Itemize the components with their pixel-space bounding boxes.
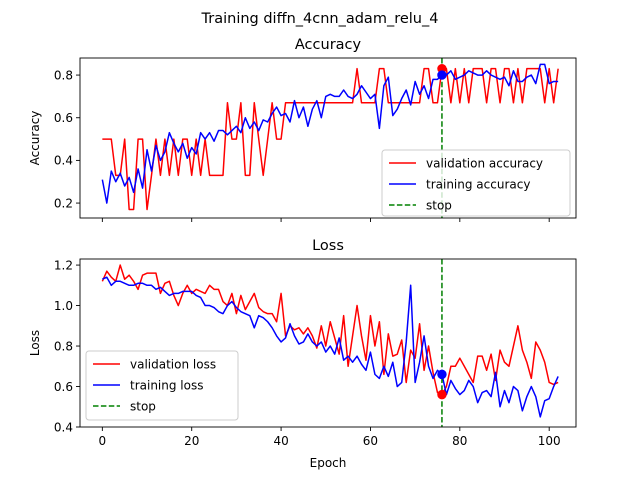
- legend: validation loss training loss stop: [85, 350, 239, 421]
- legend-entry-training-accuracy: training accuracy: [426, 177, 530, 191]
- accuracy-panel: Accuracy 0.2 0.4 0.6 0.8 Accuracy validation a…: [28, 37, 577, 222]
- y-tick-label: 0.6: [54, 111, 73, 125]
- plot-area: [101, 259, 559, 427]
- y-tick-label: 1.2: [54, 258, 73, 272]
- series-line-training-loss: [102, 276, 559, 418]
- legend-entry-training-loss: training loss: [130, 378, 203, 392]
- y-axis-label: Accuracy: [28, 111, 42, 166]
- legend-entry-stop: stop: [130, 399, 156, 413]
- x-tick-label: 100: [538, 434, 561, 448]
- stop-marker-training-loss: [437, 369, 447, 380]
- panel-title: Accuracy: [295, 37, 362, 53]
- y-axis-label: Loss: [28, 330, 42, 356]
- series-line-validation-loss: [101, 264, 559, 396]
- y-tick-label: 0.8: [54, 68, 73, 82]
- legend: validation accuracy training accuracy stop: [381, 149, 571, 217]
- stop-marker-validation-loss: [437, 389, 447, 400]
- plot-area: [101, 58, 559, 218]
- plot-frame: [79, 258, 577, 428]
- plot-frame: [79, 57, 577, 219]
- series-line-validation-accuracy: [102, 67, 559, 211]
- y-tick-label: 0.6: [54, 380, 73, 394]
- loss-panel: Loss 0 20 40 60 80 100 0.4 0.6 0.8 1.0 1.2 Loss Epoch…: [28, 238, 577, 470]
- legend-entry-stop: stop: [426, 198, 452, 212]
- y-tick-label: 0.4: [54, 154, 73, 168]
- y-tick-label: 0.8: [54, 339, 73, 353]
- y-tick-label: 0.2: [54, 196, 73, 210]
- legend-box: [85, 350, 239, 421]
- x-tick-label: 20: [184, 434, 199, 448]
- legend-entry-validation-accuracy: validation accuracy: [426, 156, 543, 170]
- x-tick-label: 40: [273, 434, 288, 448]
- stop-marker-training-accuracy: [437, 70, 447, 80]
- panel-title: Loss: [312, 238, 344, 254]
- legend-box: [381, 149, 571, 217]
- series-line-training-accuracy: [101, 63, 559, 204]
- x-tick-label: 80: [452, 434, 467, 448]
- x-tick-label: 0: [99, 434, 107, 448]
- figure-suptitle: Training diffn_4cnn_adam_relu_4: [201, 11, 439, 27]
- x-tick-label: 60: [363, 434, 378, 448]
- y-tick-label: 1.0: [54, 299, 73, 313]
- x-axis-label: Epoch: [310, 456, 347, 470]
- legend-entry-validation-loss: validation loss: [130, 357, 216, 371]
- y-tick-label: 0.4: [54, 420, 73, 434]
